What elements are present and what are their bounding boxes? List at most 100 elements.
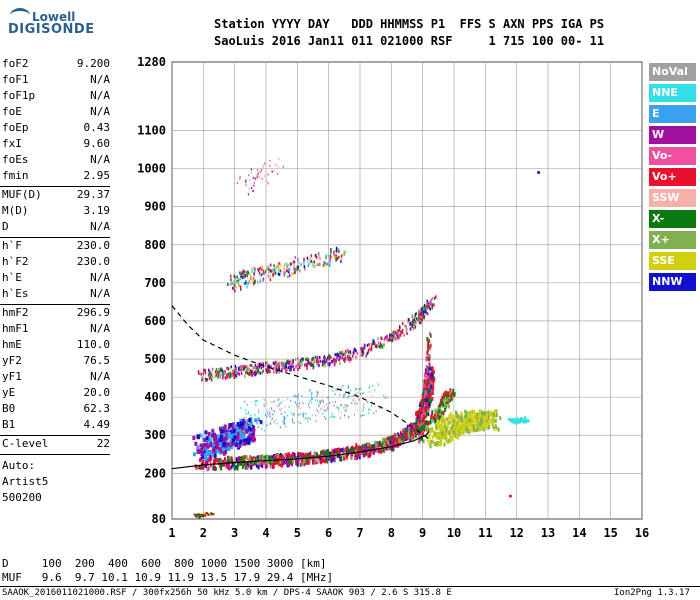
echo-point [292,420,294,423]
echo-point [345,349,347,353]
echo-point [438,432,441,437]
echo-point [423,397,426,402]
muf-dashed-curve [171,305,430,440]
echo-point [397,329,399,333]
echo-point [245,409,247,412]
echo-point [246,403,248,406]
echo-point [199,513,202,516]
echo-point [306,458,309,463]
echo-point [357,398,360,401]
echo-point [265,367,267,371]
echo-point [229,423,233,428]
echo-point [263,403,265,406]
echo-point [281,362,283,366]
echo-point [268,270,270,274]
echo-point [369,409,371,412]
echo-point [477,413,480,418]
echo-point [240,368,242,372]
echo-point [249,426,253,431]
echo-point [384,443,387,448]
echo-point [333,404,335,407]
echo-point [454,432,457,437]
isolated-echo [508,494,512,498]
echo-point [282,420,284,423]
echo-point [397,336,399,340]
echo-point [415,416,418,421]
echo-point [267,274,269,278]
echo-point [308,406,311,409]
echo-point [344,357,346,361]
echo-point [330,250,332,254]
echo-point [384,437,387,442]
echo-point [355,349,357,353]
echo-point [282,415,285,418]
echo-point [290,363,293,367]
echo-point [334,400,337,403]
echo-point [266,180,268,183]
echo-point [254,177,256,180]
echo-point [421,306,424,310]
echo-point [215,443,219,448]
echo-point [275,419,277,422]
echo-point [325,417,327,420]
echo-point [447,392,450,397]
echo-point [458,432,461,437]
echo-point [377,341,380,345]
echo-point [259,462,262,467]
echo-point [204,371,207,375]
echo-point [222,433,226,438]
echo-point [368,408,370,411]
echo-point [294,358,297,362]
echo-point [442,399,445,404]
echo-point [430,439,433,444]
echo-point [209,513,212,516]
echo-point [343,456,346,461]
echo-point [285,453,288,458]
echo-point [346,396,349,399]
echo-point [518,418,521,422]
echo-point [405,328,408,332]
echo-point [216,371,219,375]
param-value: 3.19 [83,204,111,217]
echo-point [269,461,272,466]
echo-point [428,390,431,395]
echo-point [337,406,339,409]
echo-point [356,402,358,405]
echo-point [233,461,236,466]
echo-point [428,401,431,406]
echo-point [240,372,243,376]
echo-point [309,389,311,392]
echo-point [212,446,216,451]
echo-point [422,432,424,437]
echo-point [422,405,424,410]
echo-point [319,458,322,463]
echo-point [430,377,433,382]
echo-point [489,418,492,423]
echo-point [228,456,231,461]
echo-point [265,413,267,416]
echo-point [202,443,206,448]
echo-point [404,435,407,440]
echo-point [343,250,345,254]
param-value: 22 [96,437,110,450]
param-value: 9.60 [83,137,111,150]
echo-point [229,374,232,378]
param-label: B0 [2,402,16,415]
echo-point [421,413,424,418]
echo-point [319,359,322,363]
echo-point [254,401,256,404]
echo-point [407,320,409,324]
echo-point [449,419,452,424]
echo-point [421,310,424,314]
echo-point [319,402,321,405]
echo-point [243,270,246,274]
echo-point [242,462,245,467]
echo-point [431,379,434,384]
echo-point [219,375,221,379]
echo-point [288,268,290,272]
echo-point [217,372,220,376]
echo-point [234,430,238,435]
echo-point [197,513,200,516]
echo-point [251,267,253,271]
